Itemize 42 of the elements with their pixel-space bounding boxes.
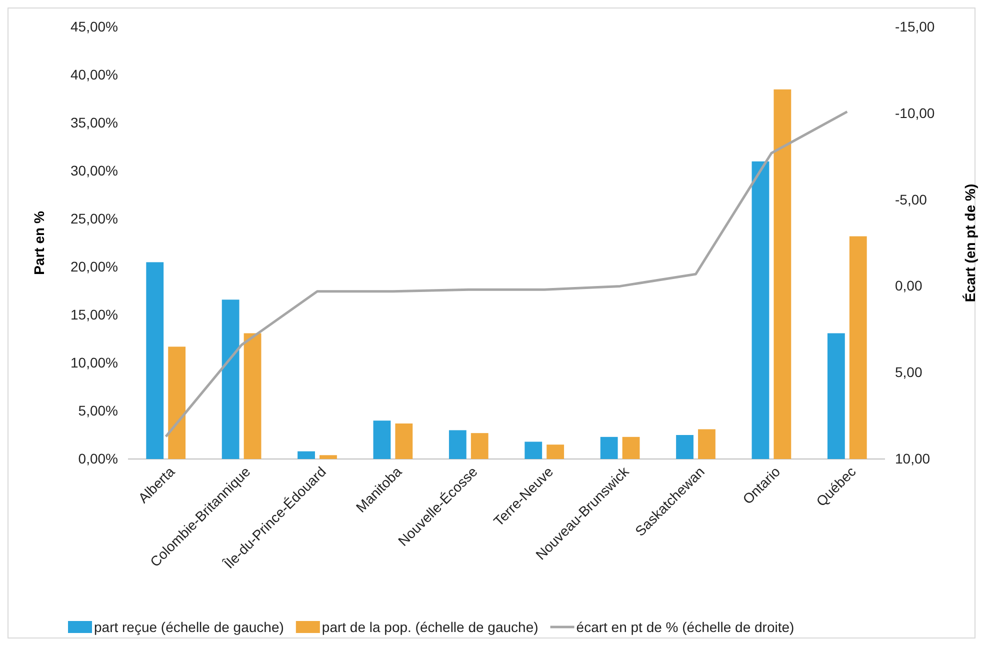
bar	[600, 436, 618, 459]
bar	[774, 89, 792, 459]
y-tick-label: 35,00%	[70, 114, 118, 130]
bar	[622, 436, 640, 459]
bar	[752, 161, 770, 459]
y-tick-label: 5,00%	[78, 402, 118, 418]
bar	[448, 430, 466, 459]
y2-tick-label: 10,00	[895, 450, 930, 466]
y2-axis-title: Écart (en pt de %)	[962, 184, 978, 302]
y-tick-label: 15,00%	[70, 306, 118, 322]
bar	[320, 455, 337, 459]
bar	[546, 444, 564, 459]
bar	[849, 236, 867, 459]
y2-tick-label: -5,00	[895, 191, 928, 208]
line-series	[164, 110, 848, 438]
bar	[470, 433, 488, 459]
bar	[244, 333, 262, 459]
bar	[373, 420, 391, 459]
bar	[222, 300, 240, 459]
bar	[524, 442, 542, 459]
y2-tick-label: 0,00	[895, 278, 922, 294]
bar	[395, 423, 413, 459]
legend-label: part reçue (échelle de gauche)	[94, 619, 284, 635]
y2-tick-label: -10,00	[895, 104, 935, 121]
y-tick-label: 0,00%	[78, 450, 118, 466]
legend-label: part de la pop. (échelle de gauche)	[322, 619, 538, 635]
bar	[698, 429, 716, 459]
bar	[298, 451, 315, 459]
y-axis-title: Part en %	[31, 210, 47, 275]
y2-tick-label: 5,00	[895, 364, 922, 380]
bar	[146, 262, 164, 459]
y-tick-label: 45,00%	[70, 18, 118, 34]
y-tick-label: 40,00%	[70, 66, 118, 82]
y-tick-label: 20,00%	[70, 258, 118, 274]
y-tick-label: 30,00%	[70, 162, 118, 178]
bar	[168, 346, 186, 459]
y-tick-label: 10,00%	[70, 354, 118, 370]
y2-tick-label: -15,00	[895, 18, 935, 34]
y-tick-label: 25,00%	[70, 210, 118, 226]
bar	[676, 435, 694, 459]
legend-label: écart en pt de % (échelle de droite)	[576, 619, 794, 635]
bar	[827, 333, 845, 459]
